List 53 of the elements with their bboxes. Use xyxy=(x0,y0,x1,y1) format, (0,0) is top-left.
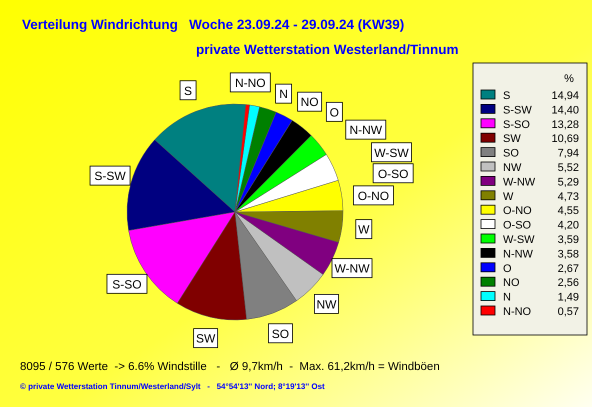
legend-label: O-SO xyxy=(503,220,532,232)
chart-subtitle: private Wetterstation Westerland/Tinnum xyxy=(196,42,459,57)
category-label: N xyxy=(279,87,288,102)
legend-label: S-SO xyxy=(503,118,530,131)
chart-title: Verteilung Windrichtung Woche 23.09.24 - 29.09.24 (KW39) xyxy=(22,17,404,32)
data-label: 4,73 xyxy=(558,190,579,203)
data-label: 2,56 xyxy=(558,277,579,290)
legend-label: SO xyxy=(503,148,520,160)
data-label: 13,28 xyxy=(551,118,579,131)
category-label: N-NW xyxy=(349,123,382,138)
legend-label: N xyxy=(503,292,511,304)
data-label: 2,67 xyxy=(558,262,579,275)
slice-label: S-SO xyxy=(112,277,142,292)
data-label: 14,94 xyxy=(551,90,579,102)
legend-label: W-NW xyxy=(503,176,536,188)
data-label: 10,69 xyxy=(551,133,579,146)
slice-label: NW xyxy=(316,297,338,312)
legend-label: SW xyxy=(503,133,522,146)
legend-label: N-NO xyxy=(503,306,532,318)
data-label: 3,58 xyxy=(558,248,579,260)
data-label: 7,94 xyxy=(558,148,579,160)
category-label: W-SW xyxy=(374,146,409,160)
data-label: 14,40 xyxy=(551,104,579,116)
slice-label: SO xyxy=(272,326,290,341)
data-label: 3,59 xyxy=(558,234,579,246)
slice-label: W xyxy=(358,222,370,237)
legend-label: S xyxy=(503,90,510,102)
data-label: 5,52 xyxy=(558,162,579,174)
slice-label: O-NO xyxy=(358,188,390,203)
legend-label: N-NW xyxy=(503,248,534,260)
legend-label: NO xyxy=(503,277,520,290)
legend-title: % xyxy=(564,73,574,85)
legend-label: S-SW xyxy=(503,104,532,116)
text: 8095 / 576 Werte -> 6.6% Windstille - Ø 9,7km/h - Max. 61,2km/h = Windböen xyxy=(20,361,440,373)
slice-label: SW xyxy=(196,332,216,346)
legend-label: W xyxy=(503,190,514,203)
category-label: NO xyxy=(300,95,319,110)
legend-label: W-SW xyxy=(503,234,536,246)
slice-label: S-SW xyxy=(94,169,126,184)
data-label: 5,29 xyxy=(558,176,579,188)
slice-label: N-NO xyxy=(234,76,266,90)
data-label: 0,57 xyxy=(558,306,579,318)
category-label: O xyxy=(330,105,340,120)
legend-label: NW xyxy=(503,162,522,174)
data-label: 4,55 xyxy=(558,205,579,218)
slice-label: S xyxy=(184,84,192,98)
data-label: 4,20 xyxy=(558,220,579,232)
slice-label: W-NW xyxy=(334,262,370,276)
data-label: 1,49 xyxy=(558,292,579,304)
text: © private Wetterstation Tinnum/Westerland/Sylt - 54°54'13'' Nord; 8°19'13'' Ost xyxy=(20,382,326,391)
legend-label: O-NO xyxy=(503,205,532,218)
legend-label: O xyxy=(503,262,512,275)
slice-label: O-SO xyxy=(378,166,408,181)
